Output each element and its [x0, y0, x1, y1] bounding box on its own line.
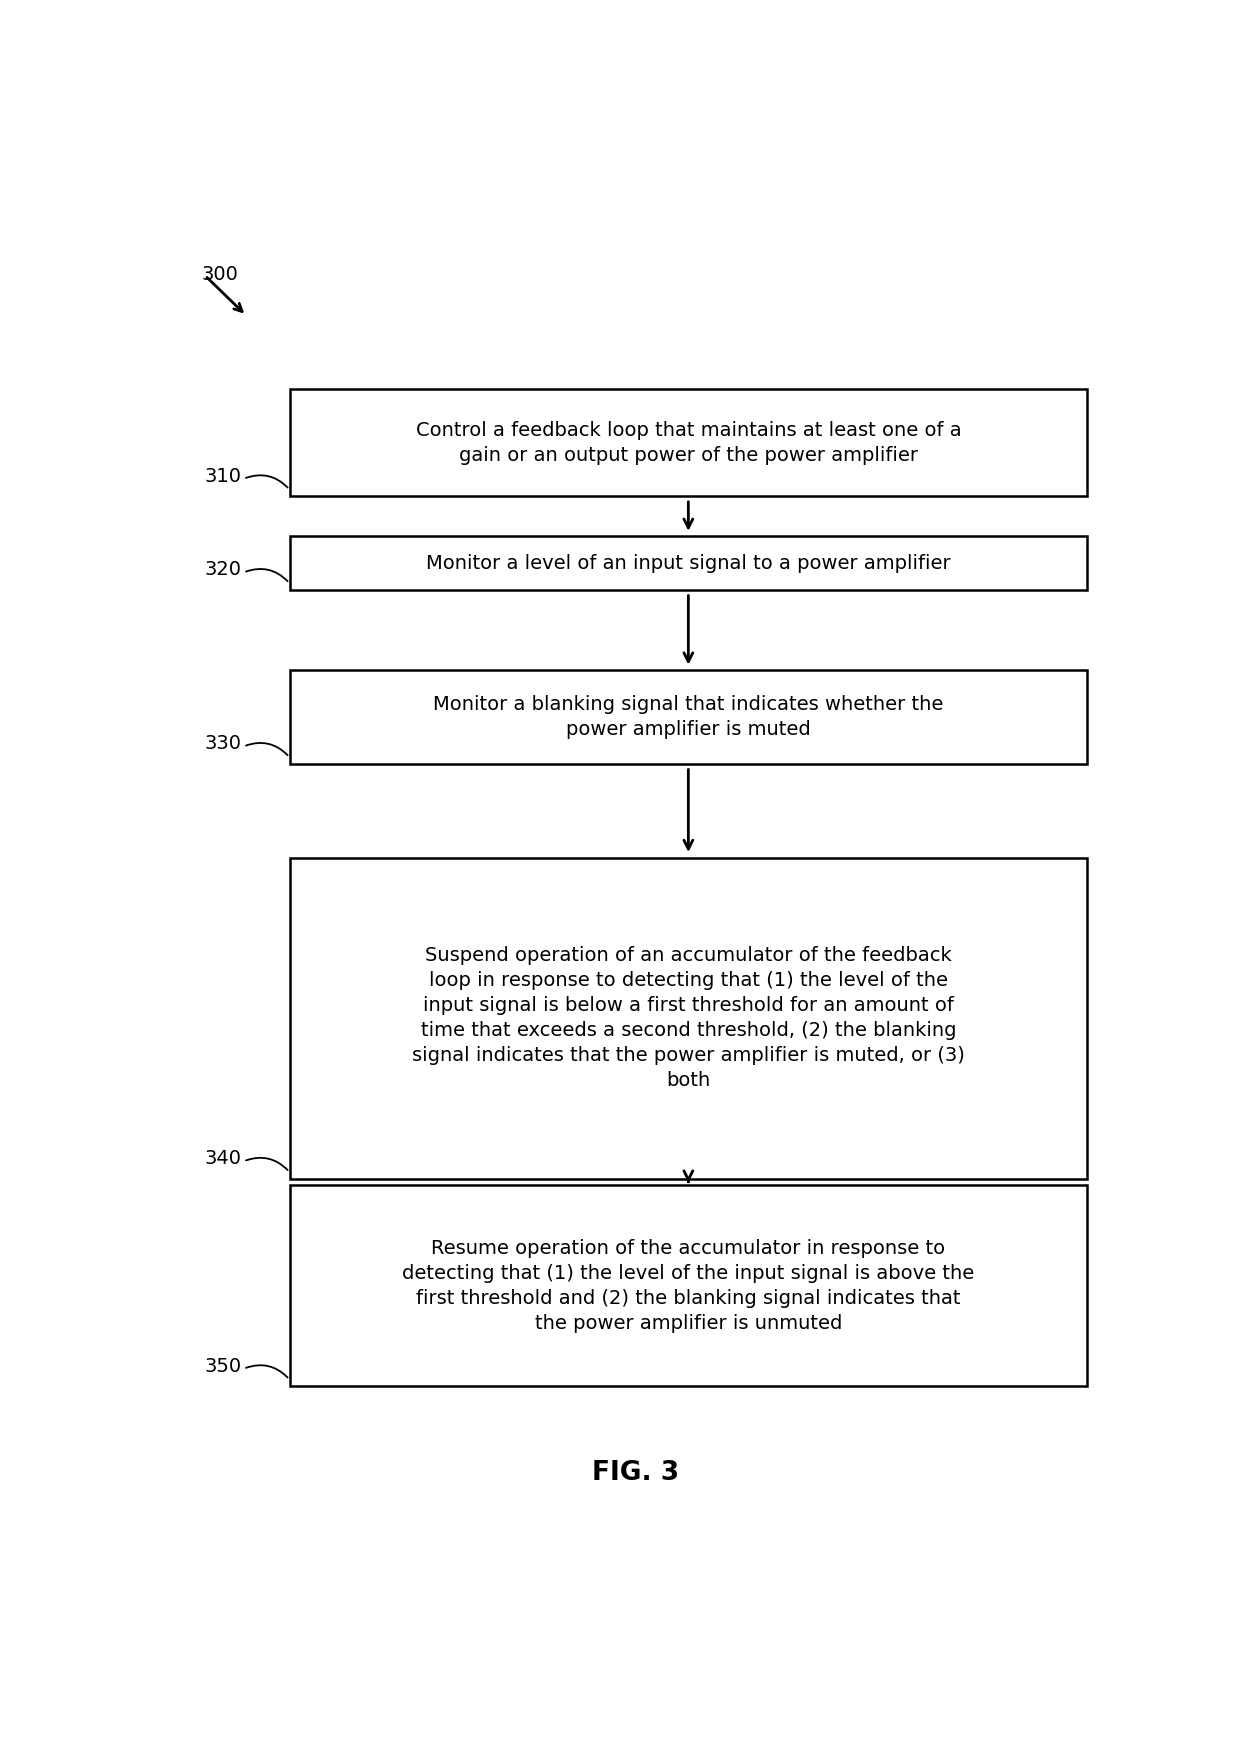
- Text: Monitor a level of an input signal to a power amplifier: Monitor a level of an input signal to a …: [427, 554, 951, 574]
- Bar: [290, 671, 1087, 765]
- Text: Resume operation of the accumulator in response to
detecting that (1) the level : Resume operation of the accumulator in r…: [402, 1239, 975, 1333]
- Text: Monitor a blanking signal that indicates whether the
power amplifier is muted: Monitor a blanking signal that indicates…: [433, 695, 944, 739]
- Bar: [290, 389, 1087, 497]
- Text: 350: 350: [205, 1357, 242, 1375]
- Text: Suspend operation of an accumulator of the feedback
loop in response to detectin: Suspend operation of an accumulator of t…: [412, 945, 965, 1090]
- Text: 340: 340: [205, 1149, 242, 1168]
- Text: 330: 330: [205, 733, 242, 753]
- Text: Control a feedback loop that maintains at least one of a
gain or an output power: Control a feedback loop that maintains a…: [415, 421, 961, 464]
- Bar: [290, 537, 1087, 589]
- Text: FIG. 3: FIG. 3: [591, 1460, 680, 1486]
- Text: 300: 300: [201, 264, 238, 283]
- Bar: [290, 857, 1087, 1178]
- Text: 310: 310: [205, 466, 242, 485]
- Text: 320: 320: [205, 560, 242, 579]
- Bar: [290, 1185, 1087, 1387]
